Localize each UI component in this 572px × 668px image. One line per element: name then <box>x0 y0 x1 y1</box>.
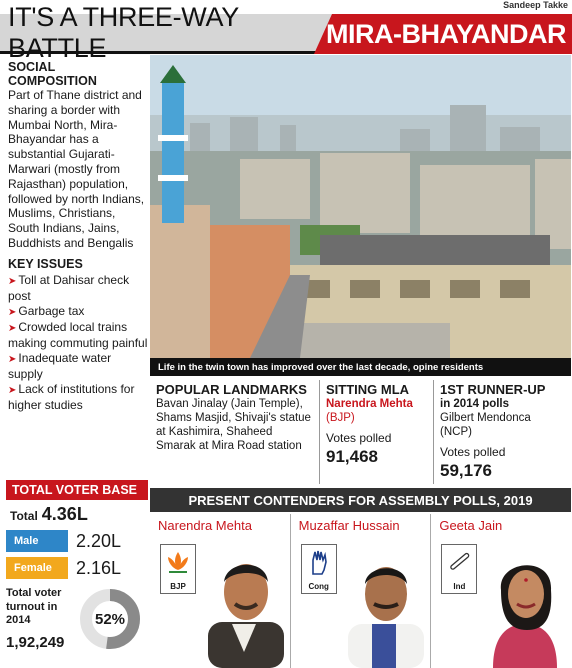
social-title-line1: SOCIAL <box>8 60 56 74</box>
city-skyline-image <box>150 55 571 358</box>
byline: Sandeep Takke <box>503 0 568 10</box>
total-voters: Total 4.36L <box>6 504 148 525</box>
social-text: Part of Thane district and sharing a bor… <box>8 88 145 250</box>
turnout-text: Total voter turnout in 2014 1,92,249 <box>6 587 76 651</box>
female-row: Female 2.16L <box>6 557 148 579</box>
flute-icon <box>450 552 470 570</box>
candidate-card: Geeta Jain Ind <box>431 514 571 668</box>
female-value: 2.16L <box>76 557 122 578</box>
sitting-mla-title: SITTING MLA <box>326 382 410 397</box>
contenders-title: PRESENT CONTENDERS FOR ASSEMBLY POLLS, 2… <box>150 488 571 512</box>
issue-text: Toll at Dahisar check post <box>8 272 130 304</box>
candidate-name: Narendra Mehta <box>158 518 252 533</box>
arrow-icon: ➤ <box>8 384 17 396</box>
runner-up-subtitle: in 2014 polls <box>440 398 510 410</box>
list-item: ➤ Inadequate water supply <box>8 351 148 382</box>
male-value: 2.20L <box>76 530 122 551</box>
left-column: SOCIAL COMPOSITION Part of Thane distric… <box>8 60 148 412</box>
runner-up-votes-label: Votes polled <box>440 445 506 459</box>
runner-up-name: Gilbert Mendonca (NCP) <box>440 412 531 438</box>
list-item: ➤ Crowded local trains making commuting p… <box>8 320 148 351</box>
turnout-donut: 52% <box>78 587 142 651</box>
list-item: ➤ Toll at Dahisar check post <box>8 273 148 304</box>
male-tag: Male <box>6 530 68 552</box>
candidate-portrait <box>207 564 284 668</box>
sitting-mla-votes: 91,468 <box>326 447 378 466</box>
turnout-percent: 52% <box>94 610 126 628</box>
runner-up-cell: 1ST RUNNER-UP in 2014 polls Gilbert Mend… <box>434 380 571 484</box>
arrow-icon: ➤ <box>8 322 17 334</box>
issue-text: Inadequate water supply <box>8 350 112 382</box>
sitting-mla-votes-label: Votes polled <box>326 431 392 445</box>
key-issues-list: ➤ Toll at Dahisar check post ➤ Garbage tax… <box>8 273 148 413</box>
total-label: Total <box>10 509 38 523</box>
landmarks-text: Bavan Jinalay (Jain Temple), Shams Masji… <box>156 398 311 452</box>
issue-text: Lack of institutions for higher studies <box>8 381 135 413</box>
arrow-icon: ➤ <box>8 353 17 365</box>
turnout-label: Total voter turnout in 2014 <box>6 587 62 626</box>
arrow-icon: ➤ <box>8 306 17 318</box>
photo-caption: Life in the twin town has improved over … <box>150 358 571 376</box>
list-item: ➤ Garbage tax <box>8 304 148 320</box>
turnout-section: Total voter turnout in 2014 1,92,249 52% <box>6 587 148 651</box>
female-tag: Female <box>6 557 68 579</box>
party-label: Ind <box>453 582 466 591</box>
party-label: Cong <box>308 582 329 591</box>
landmarks-title: POPULAR LANDMARKS <box>156 382 307 397</box>
runner-up-title: 1ST RUNNER-UP <box>440 382 546 397</box>
info-row: POPULAR LANDMARKS Bavan Jinalay (Jain Te… <box>150 380 571 484</box>
issue-text: Crowded local trains making commuting pa… <box>8 319 148 351</box>
party-label: BJP <box>170 582 186 591</box>
voter-base-title: TOTAL VOTER BASE <box>6 480 148 500</box>
list-item: ➤ Lack of institutions for higher studies <box>8 382 148 413</box>
candidate-card: Narendra Mehta BJP <box>150 514 291 668</box>
sitting-mla-cell: SITTING MLA Narendra Mehta (BJP) Votes p… <box>320 380 434 484</box>
party-symbol: Ind <box>441 544 478 594</box>
voter-base-box: TOTAL VOTER BASE Total 4.36L Male 2.20L … <box>6 480 148 666</box>
arrow-icon: ➤ <box>8 275 17 287</box>
candidate-portrait <box>348 567 425 668</box>
key-issues-title: KEY ISSUES <box>8 256 83 271</box>
headline-banner: IT'S A THREE-WAY BATTLE MIRA-BHAYANDAR <box>0 2 572 63</box>
male-row: Male 2.20L <box>6 530 148 552</box>
candidate-card: Muzaffar Hussain Cong <box>291 514 432 668</box>
party-symbol: Cong <box>300 544 337 594</box>
donut-chart <box>80 589 140 649</box>
turnout-votes: 1,92,249 <box>6 633 65 651</box>
headline-title: IT'S A THREE-WAY BATTLE <box>0 2 332 63</box>
party-symbol: BJP <box>160 544 196 594</box>
social-title-line2: COMPOSITION <box>8 74 97 88</box>
candidate-portrait <box>493 565 558 668</box>
candidate-name: Geeta Jain <box>439 518 503 533</box>
sitting-mla-name: Narendra Mehta <box>326 398 413 410</box>
candidate-name: Muzaffar Hussain <box>298 518 400 533</box>
donut-fill <box>80 589 140 649</box>
sitting-mla-party: (BJP) <box>326 412 355 424</box>
lotus-icon <box>168 552 188 573</box>
constituency-title: MIRA-BHAYANDAR <box>314 14 572 54</box>
candidates-row: Narendra Mehta BJP Muzaffar Hussain Cong <box>150 514 571 668</box>
city-photo <box>150 55 571 358</box>
total-value: 4.36L <box>41 504 88 524</box>
hand-icon <box>311 550 327 575</box>
issue-text: Garbage tax <box>18 303 85 318</box>
landmarks-cell: POPULAR LANDMARKS Bavan Jinalay (Jain Te… <box>150 380 320 484</box>
runner-up-votes: 59,176 <box>440 461 492 480</box>
